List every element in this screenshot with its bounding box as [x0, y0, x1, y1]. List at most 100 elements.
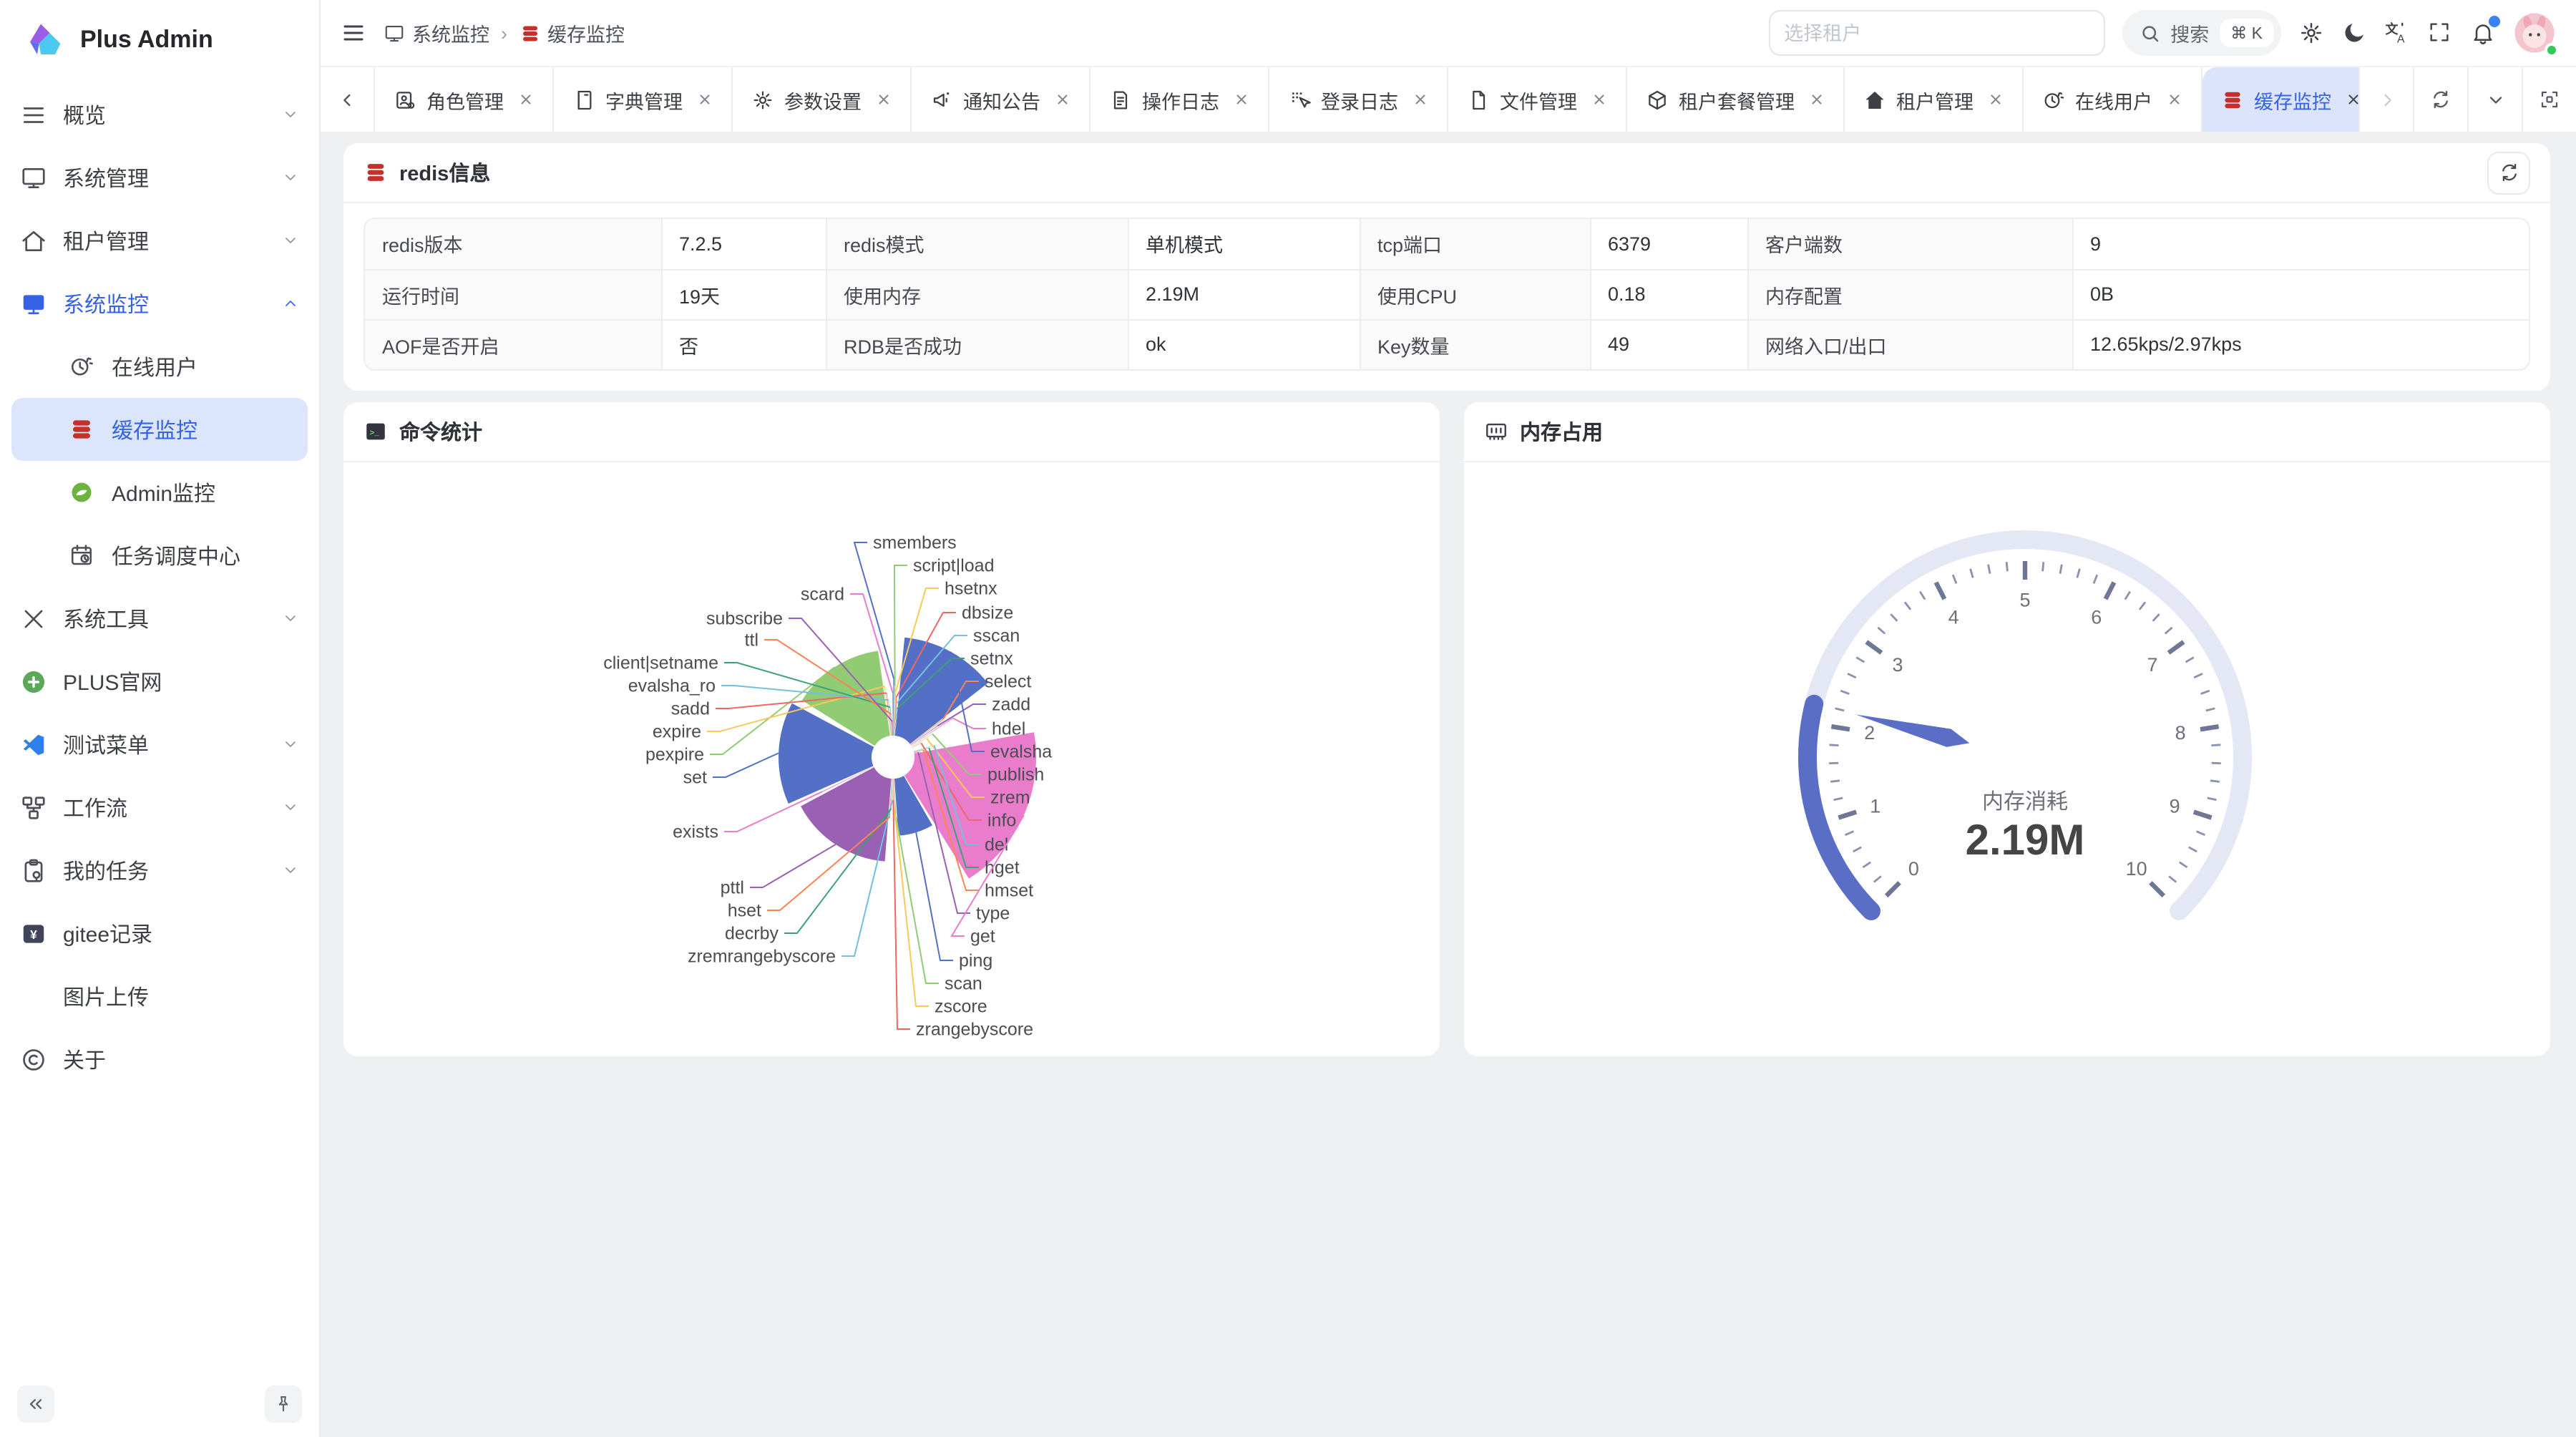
tab-close-icon[interactable]	[1234, 92, 1249, 107]
breadcrumb-item-system-monitor[interactable]: 系统监控	[384, 19, 489, 47]
tab-租户套餐管理[interactable]: 租户套餐管理	[1627, 67, 1845, 132]
pie-label-expire: expire	[653, 721, 701, 741]
gauge-minor-tick	[2193, 673, 2203, 679]
gauge-minor-tick	[2211, 744, 2221, 746]
tab-在线用户[interactable]: 在线用户	[2024, 67, 2202, 132]
breadcrumb-item-cache-monitor[interactable]: 缓存监控	[519, 19, 625, 47]
spring-icon	[72, 482, 92, 502]
tab-租户管理[interactable]: 租户管理	[1845, 67, 2024, 132]
gear-icon	[753, 90, 772, 109]
tabs-scroll-right-button[interactable]	[2358, 67, 2413, 132]
command-stats-card-header: >_ 命令统计	[343, 402, 1440, 462]
gauge-minor-tick	[1862, 861, 1871, 869]
info-value: 0.18	[1589, 268, 1748, 320]
sidebar-item-label: 我的任务	[63, 859, 150, 884]
dark-mode-moon-icon[interactable]	[2341, 20, 2367, 46]
global-search-button[interactable]: 搜索 ⌘ K	[2122, 10, 2281, 56]
tab-close-icon[interactable]	[1591, 92, 1607, 107]
chevron-down-icon	[286, 175, 296, 180]
menu-toggle-icon[interactable]	[341, 20, 366, 46]
fullscreen-icon[interactable]	[2427, 20, 2453, 46]
sidebar-pin-button[interactable]	[265, 1385, 302, 1423]
notification-badge	[2489, 16, 2500, 27]
login-log-icon	[1292, 92, 1311, 107]
info-value: 0B	[2072, 268, 2529, 320]
tab-角色管理[interactable]: 角色管理	[375, 67, 554, 132]
tab-close-icon[interactable]	[518, 92, 534, 107]
tabs-scroll-left-button[interactable]	[321, 67, 375, 132]
info-value: 7.2.5	[660, 219, 826, 270]
sidebar-item-10[interactable]: 图片上传	[0, 965, 319, 1028]
sidebar-item-4[interactable]: 系统工具	[0, 587, 319, 650]
gauge-major-tick	[2103, 581, 2117, 600]
redis-icon	[519, 22, 540, 44]
tab-文件管理[interactable]: 文件管理	[1448, 67, 1627, 132]
tab-label: 在线用户	[2075, 91, 2152, 112]
sidebar-item-6[interactable]: 测试菜单	[0, 713, 319, 776]
sidebar-item-8[interactable]: 我的任务	[0, 839, 319, 902]
gauge-minor-tick	[2092, 574, 2099, 584]
tab-参数设置[interactable]: 参数设置	[733, 67, 912, 132]
tab-close-icon[interactable]	[1055, 92, 1070, 107]
content-fullscreen-button[interactable]	[2522, 67, 2576, 132]
label-line-script|load	[893, 565, 907, 686]
gauge-needle	[1855, 714, 1970, 747]
sidebar-item-label: 系统管理	[63, 167, 150, 191]
sidebar-subitem-3-3[interactable]: 任务调度中心	[11, 524, 308, 587]
redis-info-table-wrap: redis版本 7.2.5 redis模式 单机模式 tcp端口 6379 客户端数 9 运行时…	[364, 218, 2530, 371]
tab-字典管理[interactable]: 字典管理	[554, 67, 733, 132]
tab-close-icon[interactable]	[1413, 92, 1428, 107]
sidebar-item-9[interactable]: ¥ gitee记录	[0, 902, 319, 965]
tab-close-icon[interactable]	[697, 92, 713, 107]
redis-info-title: redis信息	[399, 163, 491, 186]
tab-refresh-button[interactable]	[2413, 67, 2467, 132]
notifications-bell-icon[interactable]	[2470, 16, 2500, 46]
file-icon	[1473, 89, 1485, 109]
info-value: 49	[1589, 318, 1748, 369]
tab-操作日志[interactable]: 操作日志	[1091, 67, 1269, 132]
settings-gear-icon[interactable]	[2298, 20, 2324, 46]
tenant-select-input[interactable]	[1768, 10, 2105, 56]
tab-登录日志[interactable]: 登录日志	[1269, 67, 1448, 132]
chevron-left-icon	[343, 93, 350, 106]
chevron-right-icon	[2384, 93, 2391, 106]
gauge-minor-tick	[1951, 574, 1958, 584]
sidebar-item-11[interactable]: 关于	[0, 1028, 319, 1091]
redis-info-refresh-button[interactable]	[2487, 151, 2530, 194]
gauge-minor-tick	[1847, 673, 1857, 679]
tab-close-icon[interactable]	[2346, 92, 2358, 107]
sidebar-item-7[interactable]: 工作流	[0, 776, 319, 839]
collapse-icon	[29, 1399, 42, 1409]
gauge-tick-label: 2	[1864, 722, 1875, 744]
tab-close-icon[interactable]	[2167, 92, 2182, 107]
sidebar-item-5[interactable]: PLUS官网	[0, 650, 319, 713]
sidebar-subitem-3-2[interactable]: Admin监控	[11, 461, 308, 524]
gauge-tick-label: 5	[2019, 590, 2030, 611]
user-avatar[interactable]	[2513, 11, 2559, 57]
tab-close-icon[interactable]	[876, 92, 892, 107]
tab-more-button[interactable]	[2467, 67, 2522, 132]
chevron-down-icon	[286, 741, 296, 747]
info-value: 单机模式	[1127, 219, 1360, 270]
sidebar-subitem-3-1[interactable]: 缓存监控	[11, 398, 308, 461]
sidebar-item-2[interactable]: 租户管理	[0, 209, 319, 272]
sidebar-item-3[interactable]: 系统监控	[0, 272, 319, 335]
tab-缓存监控[interactable]: 缓存监控	[2202, 67, 2358, 132]
sidebar-subitem-3-0[interactable]: 在线用户	[11, 335, 308, 398]
sidebar-collapse-button[interactable]	[17, 1385, 54, 1423]
redis-icon	[73, 419, 90, 438]
sidebar-item-0[interactable]: 概览	[0, 83, 319, 146]
gauge-tick-label: 10	[2126, 858, 2147, 880]
tab-close-icon[interactable]	[1809, 92, 1825, 107]
tab-close-icon[interactable]	[1988, 92, 2004, 107]
sidebar-item-1[interactable]: 系统管理	[0, 146, 319, 209]
tab-通知公告[interactable]: 通知公告	[912, 67, 1091, 132]
sidebar-footer	[0, 1371, 319, 1437]
info-value: 9	[2072, 219, 2529, 270]
logo[interactable]: Plus Admin	[0, 0, 319, 80]
gauge-minor-tick	[2196, 830, 2205, 837]
search-shortcut: ⌘ K	[2219, 19, 2274, 47]
command-stats-card: >_ 命令统计 smembers script|load hsetnx dbsize s…	[343, 402, 1440, 1056]
